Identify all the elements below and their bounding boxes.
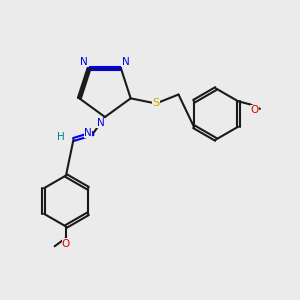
Text: S: S — [152, 98, 160, 109]
Text: N: N — [122, 57, 130, 67]
Text: N: N — [84, 128, 92, 138]
Text: N: N — [97, 118, 104, 128]
Text: O: O — [62, 239, 70, 249]
Text: O: O — [251, 105, 259, 115]
Text: H: H — [57, 131, 65, 142]
Text: N: N — [80, 57, 88, 67]
